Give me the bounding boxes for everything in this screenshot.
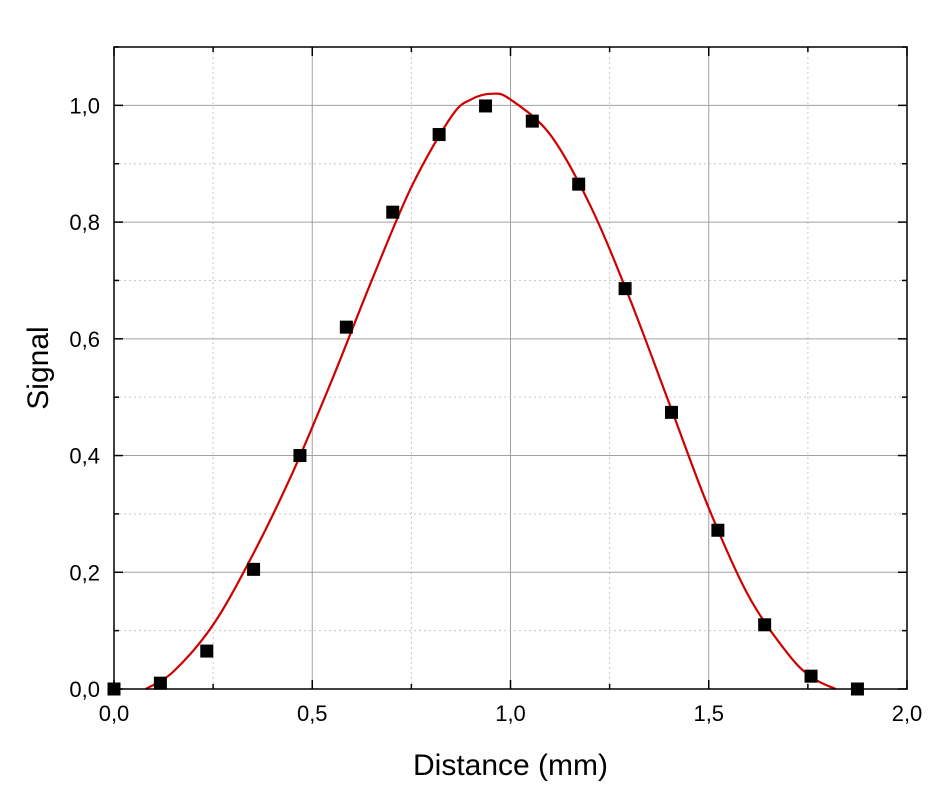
y-tick-label: 0,8: [69, 210, 100, 235]
data-point: [293, 449, 307, 463]
y-tick-label: 0,0: [69, 677, 100, 702]
x-tick-label: 1,0: [495, 701, 526, 726]
y-tick-label: 0,4: [69, 444, 100, 469]
data-point: [572, 177, 586, 191]
tick-labels: 0,0 0,5 1,0 1,5 2,0 0,0 0,2 0,4 0,6 0,8 1,0: [69, 93, 922, 726]
data-point: [479, 99, 493, 113]
fit-curve-layer: [145, 92, 837, 690]
x-tick-label: 0,5: [297, 701, 328, 726]
data-point: [200, 644, 214, 658]
y-tick-label: 0,2: [69, 560, 100, 585]
x-axis-title: Distance (mm): [413, 749, 608, 782]
data-point: [339, 320, 353, 334]
y-axis-title: Signal: [22, 326, 55, 409]
data-point: [153, 676, 167, 690]
y-tick-label: 1,0: [69, 93, 100, 118]
data-point: [386, 205, 400, 219]
data-point: [247, 562, 261, 576]
fit-curve: [145, 92, 837, 690]
data-point: [758, 618, 772, 632]
x-tick-label: 0,0: [99, 701, 130, 726]
y-tick-label: 0,6: [69, 327, 100, 352]
data-point: [804, 669, 818, 683]
data-point: [711, 523, 725, 537]
grid: [114, 46, 907, 689]
x-tick-label: 2,0: [892, 701, 923, 726]
x-tick-label: 1,5: [693, 701, 724, 726]
data-point: [432, 128, 446, 142]
data-point: [525, 114, 539, 128]
data-point: [664, 405, 678, 419]
data-point: [618, 282, 632, 296]
axis-ticks: [113, 46, 908, 690]
data-points-layer: [107, 99, 864, 696]
